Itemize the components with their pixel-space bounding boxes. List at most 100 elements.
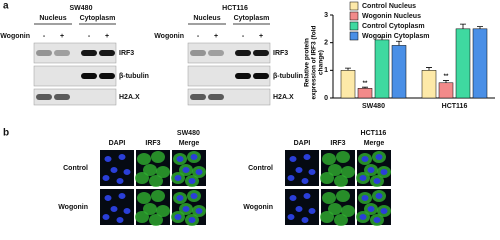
cell-irf3	[336, 151, 350, 163]
row-label: Control	[248, 165, 273, 172]
lane-sign: +	[60, 33, 64, 40]
cell-irf3	[151, 151, 165, 163]
cell-irf3	[137, 153, 151, 165]
row-label: Wogonin	[58, 204, 88, 211]
column-label: Merge	[179, 140, 200, 147]
cell-nucleus	[375, 193, 383, 199]
error-bar	[460, 23, 466, 29]
cell-nucleus	[118, 154, 126, 160]
cell-nucleus	[380, 169, 388, 175]
lane-sign: -	[242, 33, 245, 40]
cell-nucleus	[287, 175, 295, 181]
cell-nucleus	[104, 195, 112, 201]
x-tick-label: SW480	[362, 103, 385, 110]
cell-irf3	[334, 214, 348, 226]
cell-nucleus	[367, 167, 375, 173]
figure: a b SW480 Nucleus Cytoplasm Wogonin - + - + IRF3…	[0, 0, 495, 226]
group-title: HCT116	[361, 130, 387, 137]
significance-label: **	[363, 81, 368, 87]
blot-strip	[33, 65, 117, 87]
blot-row-label: IRF3	[119, 50, 134, 57]
legend-label: Control Cytoplasm	[362, 23, 425, 30]
blot-band	[235, 73, 251, 79]
lane-sign: +	[214, 33, 218, 40]
cell-nucleus	[373, 217, 381, 223]
cell-irf3	[135, 211, 149, 223]
legend-label: Control Nucleus	[362, 3, 416, 10]
cell-nucleus	[303, 154, 311, 160]
cell-nucleus	[123, 208, 131, 214]
y-tick-label: 3	[324, 12, 328, 19]
blot-band	[99, 73, 115, 79]
blot-band	[208, 50, 224, 56]
cell-nucleus	[190, 154, 198, 160]
legend-swatch	[349, 21, 359, 31]
blot-row-label: IRF3	[273, 50, 288, 57]
cell-nucleus	[174, 175, 182, 181]
cell-nucleus	[361, 195, 369, 201]
cell-irf3	[135, 172, 149, 184]
cell-irf3	[322, 153, 336, 165]
cell-nucleus	[295, 206, 303, 212]
legend-label: Wogonin Nucleus	[362, 13, 421, 20]
cell-nucleus	[176, 195, 184, 201]
error-bar	[426, 67, 432, 71]
blot-band	[190, 50, 206, 56]
cell-nucleus	[295, 167, 303, 173]
cell-irf3	[334, 175, 348, 187]
cell-nucleus	[361, 156, 369, 162]
blot-title: HCT116	[222, 5, 248, 12]
blot-band	[36, 50, 52, 56]
blot-strip	[33, 42, 117, 64]
row-label: Control	[63, 165, 88, 172]
cell-nucleus	[116, 217, 124, 223]
cell-nucleus	[174, 214, 182, 220]
cell-nucleus	[380, 208, 388, 214]
blot-header: Nucleus	[39, 15, 66, 22]
cell-nucleus	[303, 193, 311, 199]
cell-irf3	[336, 190, 350, 202]
legend-swatch	[349, 1, 359, 11]
lane-sign: +	[259, 33, 263, 40]
column-label: DAPI	[294, 140, 311, 147]
cell-nucleus	[375, 154, 383, 160]
bar	[421, 70, 437, 99]
lane-sign: +	[105, 33, 109, 40]
cell-irf3	[322, 192, 336, 204]
cell-nucleus	[104, 156, 112, 162]
cell-irf3	[143, 164, 157, 176]
cell-irf3	[143, 203, 157, 215]
cell-nucleus	[110, 206, 118, 212]
cell-nucleus	[190, 193, 198, 199]
cell-nucleus	[359, 214, 367, 220]
cell-irf3	[341, 205, 355, 217]
column-label: Merge	[364, 140, 385, 147]
blot-band	[208, 94, 224, 100]
lane-sign: -	[43, 33, 46, 40]
cell-nucleus	[116, 178, 124, 184]
group-title: SW480	[177, 130, 200, 137]
cell-nucleus	[373, 178, 381, 184]
cell-nucleus	[289, 156, 297, 162]
cell-nucleus	[301, 178, 309, 184]
y-tick-label: 2	[324, 40, 328, 47]
y-tick-label: 0	[324, 95, 328, 102]
cell-irf3	[328, 203, 342, 215]
cell-irf3	[328, 164, 342, 176]
cell-nucleus	[102, 175, 110, 181]
x-tick-label: HCT116	[442, 103, 468, 110]
bar	[455, 28, 471, 99]
cell-nucleus	[289, 195, 297, 201]
legend-swatch	[349, 31, 359, 41]
figure-canvas: a b SW480 Nucleus Cytoplasm Wogonin - + - + IRF3…	[0, 1, 495, 226]
cell-nucleus	[367, 206, 375, 212]
row-label: Wogonin	[243, 204, 273, 211]
cell-irf3	[149, 175, 163, 187]
blot-row-label: H2A.X	[273, 94, 294, 101]
blot-title: SW480	[70, 5, 93, 12]
cell-irf3	[149, 214, 163, 226]
y-axis-label: Relative protein expression of IRF3 (fol…	[303, 25, 325, 100]
blot-row-label: β-tubulin	[273, 73, 303, 80]
blot-band	[235, 50, 251, 56]
cell-irf3	[156, 166, 170, 178]
